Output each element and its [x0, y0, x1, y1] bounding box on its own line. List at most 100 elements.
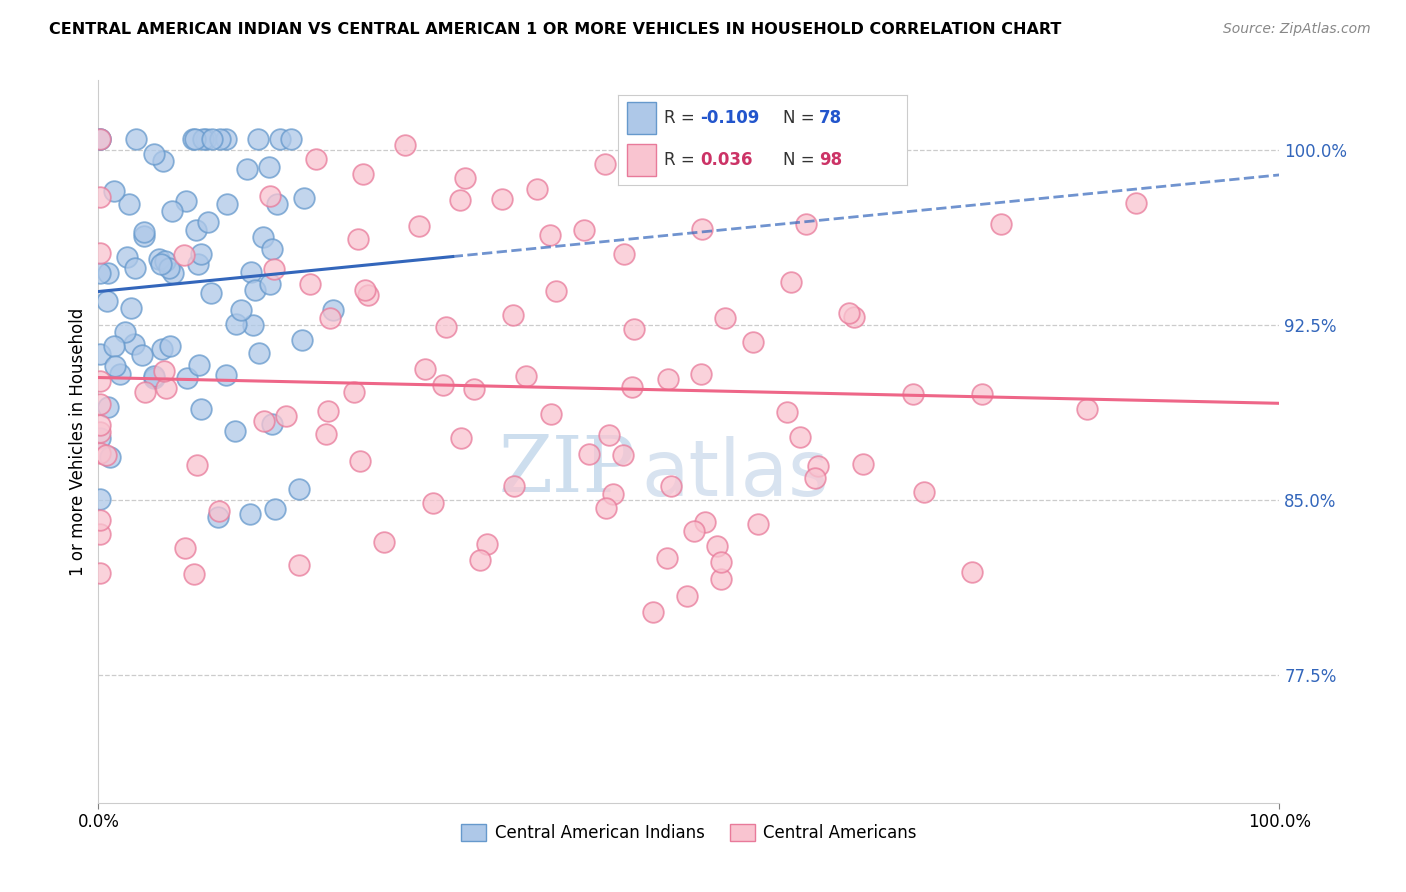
Point	[114, 325, 136, 339]
Point	[349, 454, 371, 468]
Point	[253, 414, 276, 428]
Point	[298, 277, 321, 292]
Point	[132, 228, 155, 243]
Point	[502, 308, 524, 322]
Point	[852, 457, 875, 471]
Point	[89, 566, 111, 581]
Point	[155, 381, 177, 395]
Point	[195, 131, 218, 145]
Point	[181, 131, 204, 145]
Point	[153, 253, 176, 268]
Point	[197, 215, 219, 229]
Point	[316, 404, 339, 418]
Legend: Central American Indians, Central Americans: Central American Indians, Central Americ…	[454, 817, 924, 848]
Point	[621, 380, 644, 394]
Point	[683, 524, 706, 538]
Point	[776, 405, 799, 419]
Point	[789, 430, 811, 444]
Point	[292, 191, 315, 205]
Point	[252, 229, 274, 244]
Point	[408, 219, 430, 233]
Point	[183, 131, 205, 145]
Point	[450, 431, 472, 445]
Point	[243, 283, 266, 297]
Point	[655, 550, 678, 565]
Point	[162, 266, 184, 280]
Point	[142, 371, 165, 385]
Point	[970, 386, 993, 401]
Point	[413, 362, 436, 376]
Point	[217, 197, 239, 211]
Point	[188, 358, 211, 372]
Text: atlas: atlas	[641, 436, 830, 512]
Point	[173, 248, 195, 262]
Point	[150, 342, 173, 356]
Point	[623, 322, 645, 336]
Point	[470, 553, 492, 567]
Point	[187, 257, 209, 271]
Point	[89, 266, 111, 280]
Point	[593, 156, 616, 170]
Point	[990, 217, 1012, 231]
Point	[960, 565, 983, 579]
Point	[132, 225, 155, 239]
Point	[598, 427, 620, 442]
Point	[689, 367, 711, 381]
Point	[710, 572, 733, 586]
Point	[266, 196, 288, 211]
Y-axis label: 1 or more Vehicles in Household: 1 or more Vehicles in Household	[69, 308, 87, 575]
Point	[89, 374, 111, 388]
Point	[176, 371, 198, 385]
Point	[354, 283, 377, 297]
Point	[434, 319, 457, 334]
Point	[432, 377, 454, 392]
Point	[675, 589, 697, 603]
Point	[150, 257, 173, 271]
Point	[89, 491, 111, 506]
Point	[1125, 195, 1147, 210]
Point	[794, 217, 817, 231]
Text: ZIP: ZIP	[499, 433, 636, 508]
Point	[595, 501, 617, 516]
Point	[89, 446, 111, 460]
Point	[89, 431, 111, 445]
Point	[143, 147, 166, 161]
Point	[131, 348, 153, 362]
Point	[259, 189, 281, 203]
Point	[89, 397, 111, 411]
Point	[89, 513, 111, 527]
Point	[538, 228, 561, 243]
Point	[200, 285, 222, 300]
Point	[901, 386, 924, 401]
Point	[714, 311, 737, 326]
Point	[280, 131, 302, 145]
Point	[373, 534, 395, 549]
Point	[174, 194, 197, 208]
Point	[515, 369, 537, 384]
Point	[159, 339, 181, 353]
Point	[157, 261, 180, 276]
Point	[838, 306, 860, 320]
Point	[449, 193, 471, 207]
Point	[257, 160, 280, 174]
Point	[747, 516, 769, 531]
Point	[97, 400, 120, 414]
Point	[89, 190, 111, 204]
Point	[118, 197, 141, 211]
Point	[574, 223, 596, 237]
Point	[208, 504, 231, 518]
Point	[215, 368, 238, 382]
Point	[104, 359, 127, 373]
Point	[236, 162, 259, 177]
Point	[352, 167, 374, 181]
Point	[190, 247, 212, 261]
Point	[125, 131, 148, 145]
Point	[779, 275, 801, 289]
Point	[346, 232, 368, 246]
Point	[225, 317, 247, 331]
Point	[174, 541, 197, 556]
Point	[103, 339, 125, 353]
Point	[89, 131, 111, 145]
Point	[263, 261, 285, 276]
Point	[89, 527, 111, 541]
